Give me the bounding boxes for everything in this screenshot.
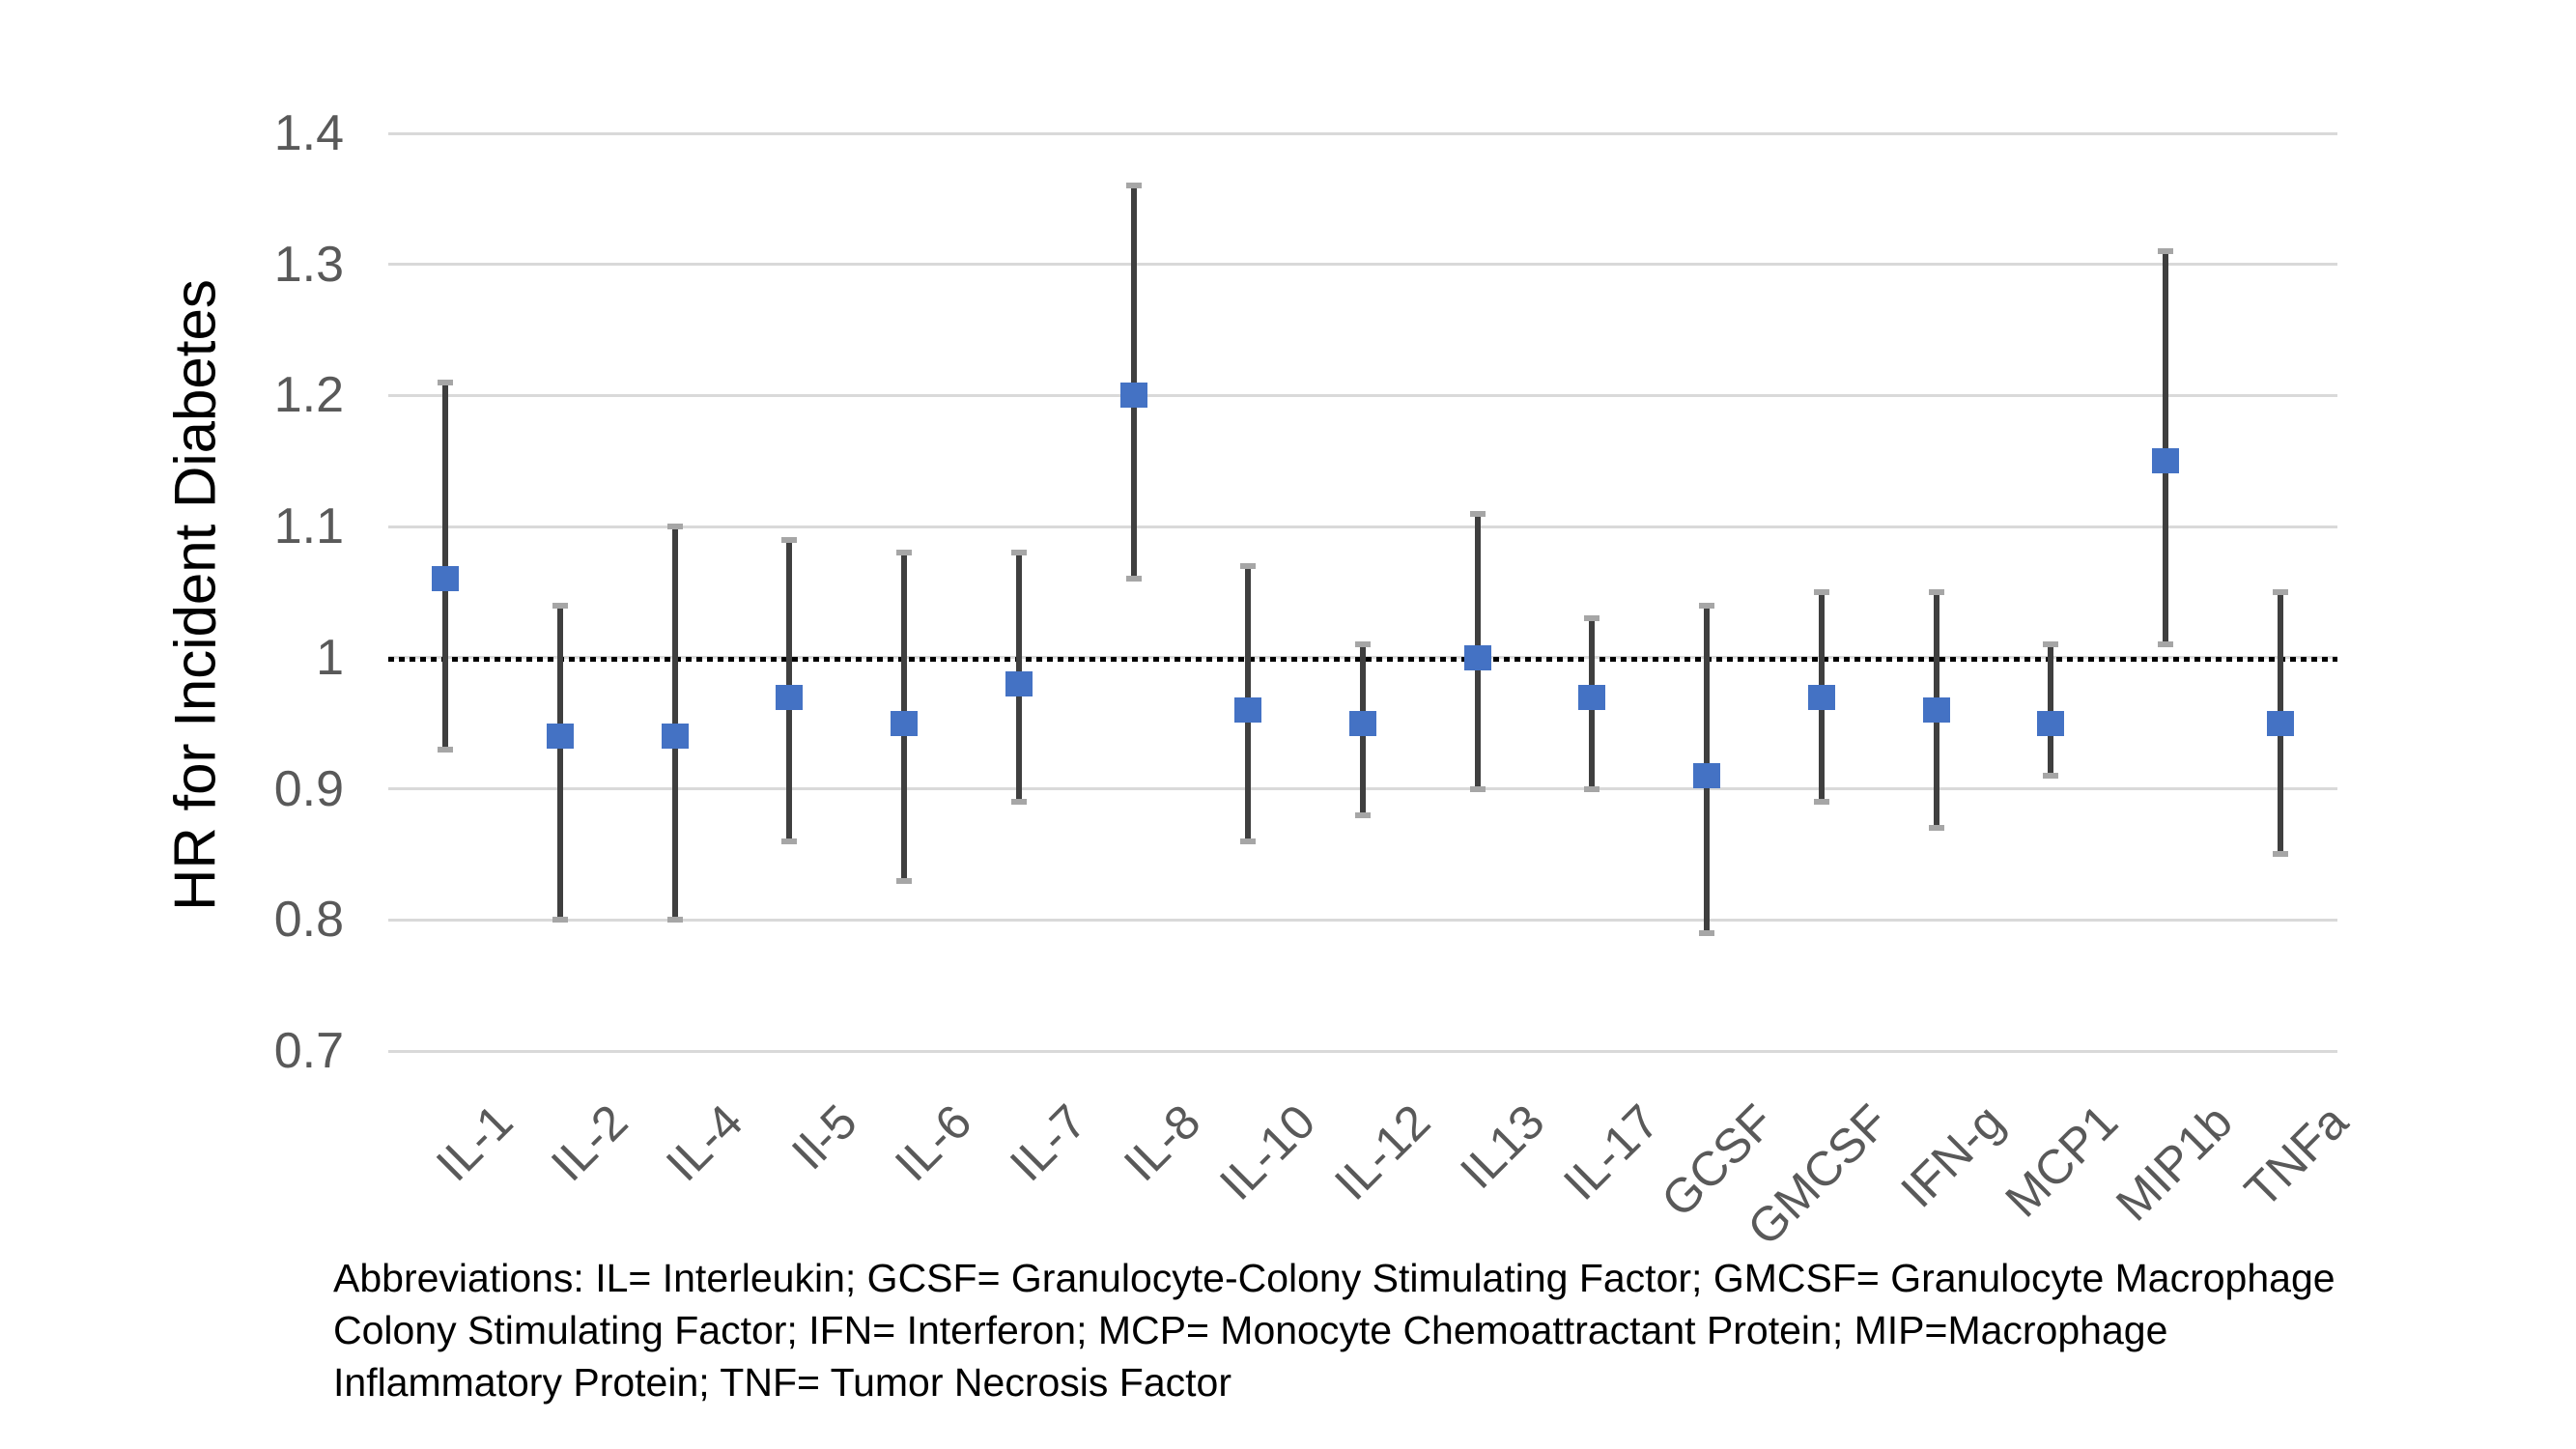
error-bar-cap-bottom — [2272, 851, 2288, 858]
data-point-square — [1463, 644, 1491, 670]
x-category-label-text: IL-2 — [540, 1094, 638, 1192]
error-bar-cap-top — [1584, 615, 1600, 622]
y-tick-label: 1.1 — [273, 498, 344, 555]
error-bar-cap-top — [2272, 589, 2288, 595]
error-bar-cap-bottom — [1355, 811, 1371, 818]
error-bar-cap-top — [666, 524, 683, 530]
error-bar-cap-bottom — [1469, 785, 1486, 792]
data-point-square — [891, 710, 919, 736]
x-category-label-text: IL-4 — [655, 1094, 753, 1192]
data-point-square — [1119, 383, 1147, 409]
x-category-label-text: TNFa — [2233, 1094, 2358, 1218]
error-bar-cap-top — [1355, 641, 1371, 648]
error-bar-cap-bottom — [2157, 641, 2173, 648]
y-tick-label: 1.4 — [273, 105, 344, 161]
y-gridline — [388, 918, 2337, 922]
x-category-label-text: IL-7 — [999, 1094, 1097, 1192]
data-point-square — [1234, 697, 1262, 724]
data-point-square — [1922, 697, 1950, 724]
x-category-label-text: IL-6 — [884, 1094, 982, 1192]
error-bar-cap-bottom — [1240, 838, 1257, 844]
error-bar-cap-bottom — [438, 746, 454, 753]
y-gridline — [388, 263, 2337, 267]
error-bar-cap-top — [1699, 602, 1715, 609]
error-bar-cap-top — [1469, 510, 1486, 517]
error-bar-cap-bottom — [1928, 825, 1944, 832]
data-point-square — [2151, 448, 2179, 474]
x-category-label-text: IL-12 — [1324, 1094, 1441, 1210]
data-point-square — [2266, 710, 2294, 736]
y-gridline — [388, 131, 2337, 135]
error-bar-cap-top — [1125, 183, 1142, 189]
error-bar — [442, 382, 449, 750]
error-bar — [1130, 185, 1137, 580]
error-bar-cap-bottom — [1813, 799, 1829, 806]
error-bar — [557, 605, 564, 921]
caption-line-2: Colony Stimulating Factor; IFN= Interfer… — [333, 1308, 2168, 1352]
data-point-square — [2037, 710, 2065, 736]
x-category-label-text: IL13 — [1450, 1094, 1556, 1200]
error-bar — [671, 526, 678, 921]
error-bar-cap-bottom — [1125, 576, 1142, 582]
y-tick-label: 1 — [316, 629, 344, 686]
x-category-label-text: IL-8 — [1114, 1094, 1211, 1192]
error-bar-cap-top — [552, 602, 569, 609]
abbreviations-caption: Abbreviations: IL= Interleukin; GCSF= Gr… — [333, 1252, 2410, 1408]
error-bar-cap-bottom — [1010, 799, 1027, 806]
x-category-label-text: IL-1 — [426, 1094, 524, 1192]
error-bar-cap-bottom — [896, 877, 913, 884]
y-tick-label: 0.8 — [273, 892, 344, 949]
error-bar-cap-bottom — [2043, 773, 2059, 779]
error-bar-cap-top — [781, 536, 798, 543]
error-bar-cap-bottom — [1584, 785, 1600, 792]
caption-line-3: Inflammatory Protein; TNF= Tumor Necrosi… — [333, 1360, 1231, 1405]
caption-line-1: Abbreviations: IL= Interleukin; GCSF= Gr… — [333, 1256, 2335, 1300]
error-bar — [2048, 644, 2054, 776]
error-bar-cap-top — [1928, 589, 1944, 595]
error-bar-cap-top — [1240, 562, 1257, 569]
error-bar-cap-top — [1813, 589, 1829, 595]
y-gridline — [388, 393, 2337, 397]
y-tick-label: 0.7 — [273, 1023, 344, 1079]
y-tick-label: 1.3 — [273, 236, 344, 293]
data-point-square — [1578, 684, 1606, 710]
x-category-label-text: Il-5 — [781, 1094, 867, 1180]
y-gridline — [388, 1049, 2337, 1053]
error-bar-cap-top — [2157, 248, 2173, 255]
data-point-square — [1349, 710, 1376, 736]
y-tick-label: 0.9 — [273, 760, 344, 817]
data-point-square — [432, 566, 460, 592]
error-bar-cap-top — [896, 550, 913, 556]
error-bar-cap-bottom — [781, 838, 798, 844]
data-point-square — [547, 724, 575, 750]
y-gridline — [388, 525, 2337, 528]
y-tick-label: 1.2 — [273, 367, 344, 424]
x-category-label-text: IFN-g — [1889, 1094, 2014, 1218]
data-point-square — [776, 684, 804, 710]
error-bar — [2162, 251, 2168, 645]
error-bar-cap-top — [438, 379, 454, 385]
error-bar-cap-top — [2043, 641, 2059, 648]
x-category-label-text: IL-17 — [1553, 1094, 1670, 1210]
x-category-label-text: IL-10 — [1209, 1094, 1326, 1210]
data-point-square — [661, 724, 689, 750]
x-category-label-text: MIP1b — [2106, 1094, 2244, 1232]
data-point-square — [1693, 763, 1721, 788]
error-bar-cap-top — [1010, 550, 1027, 556]
error-bar-cap-bottom — [1699, 929, 1715, 936]
x-category-label-text: MCP1 — [1995, 1094, 2129, 1228]
data-point-square — [1807, 684, 1835, 710]
data-point-square — [1005, 671, 1033, 696]
error-bar-cap-bottom — [666, 917, 683, 923]
error-bar-cap-bottom — [552, 917, 569, 923]
